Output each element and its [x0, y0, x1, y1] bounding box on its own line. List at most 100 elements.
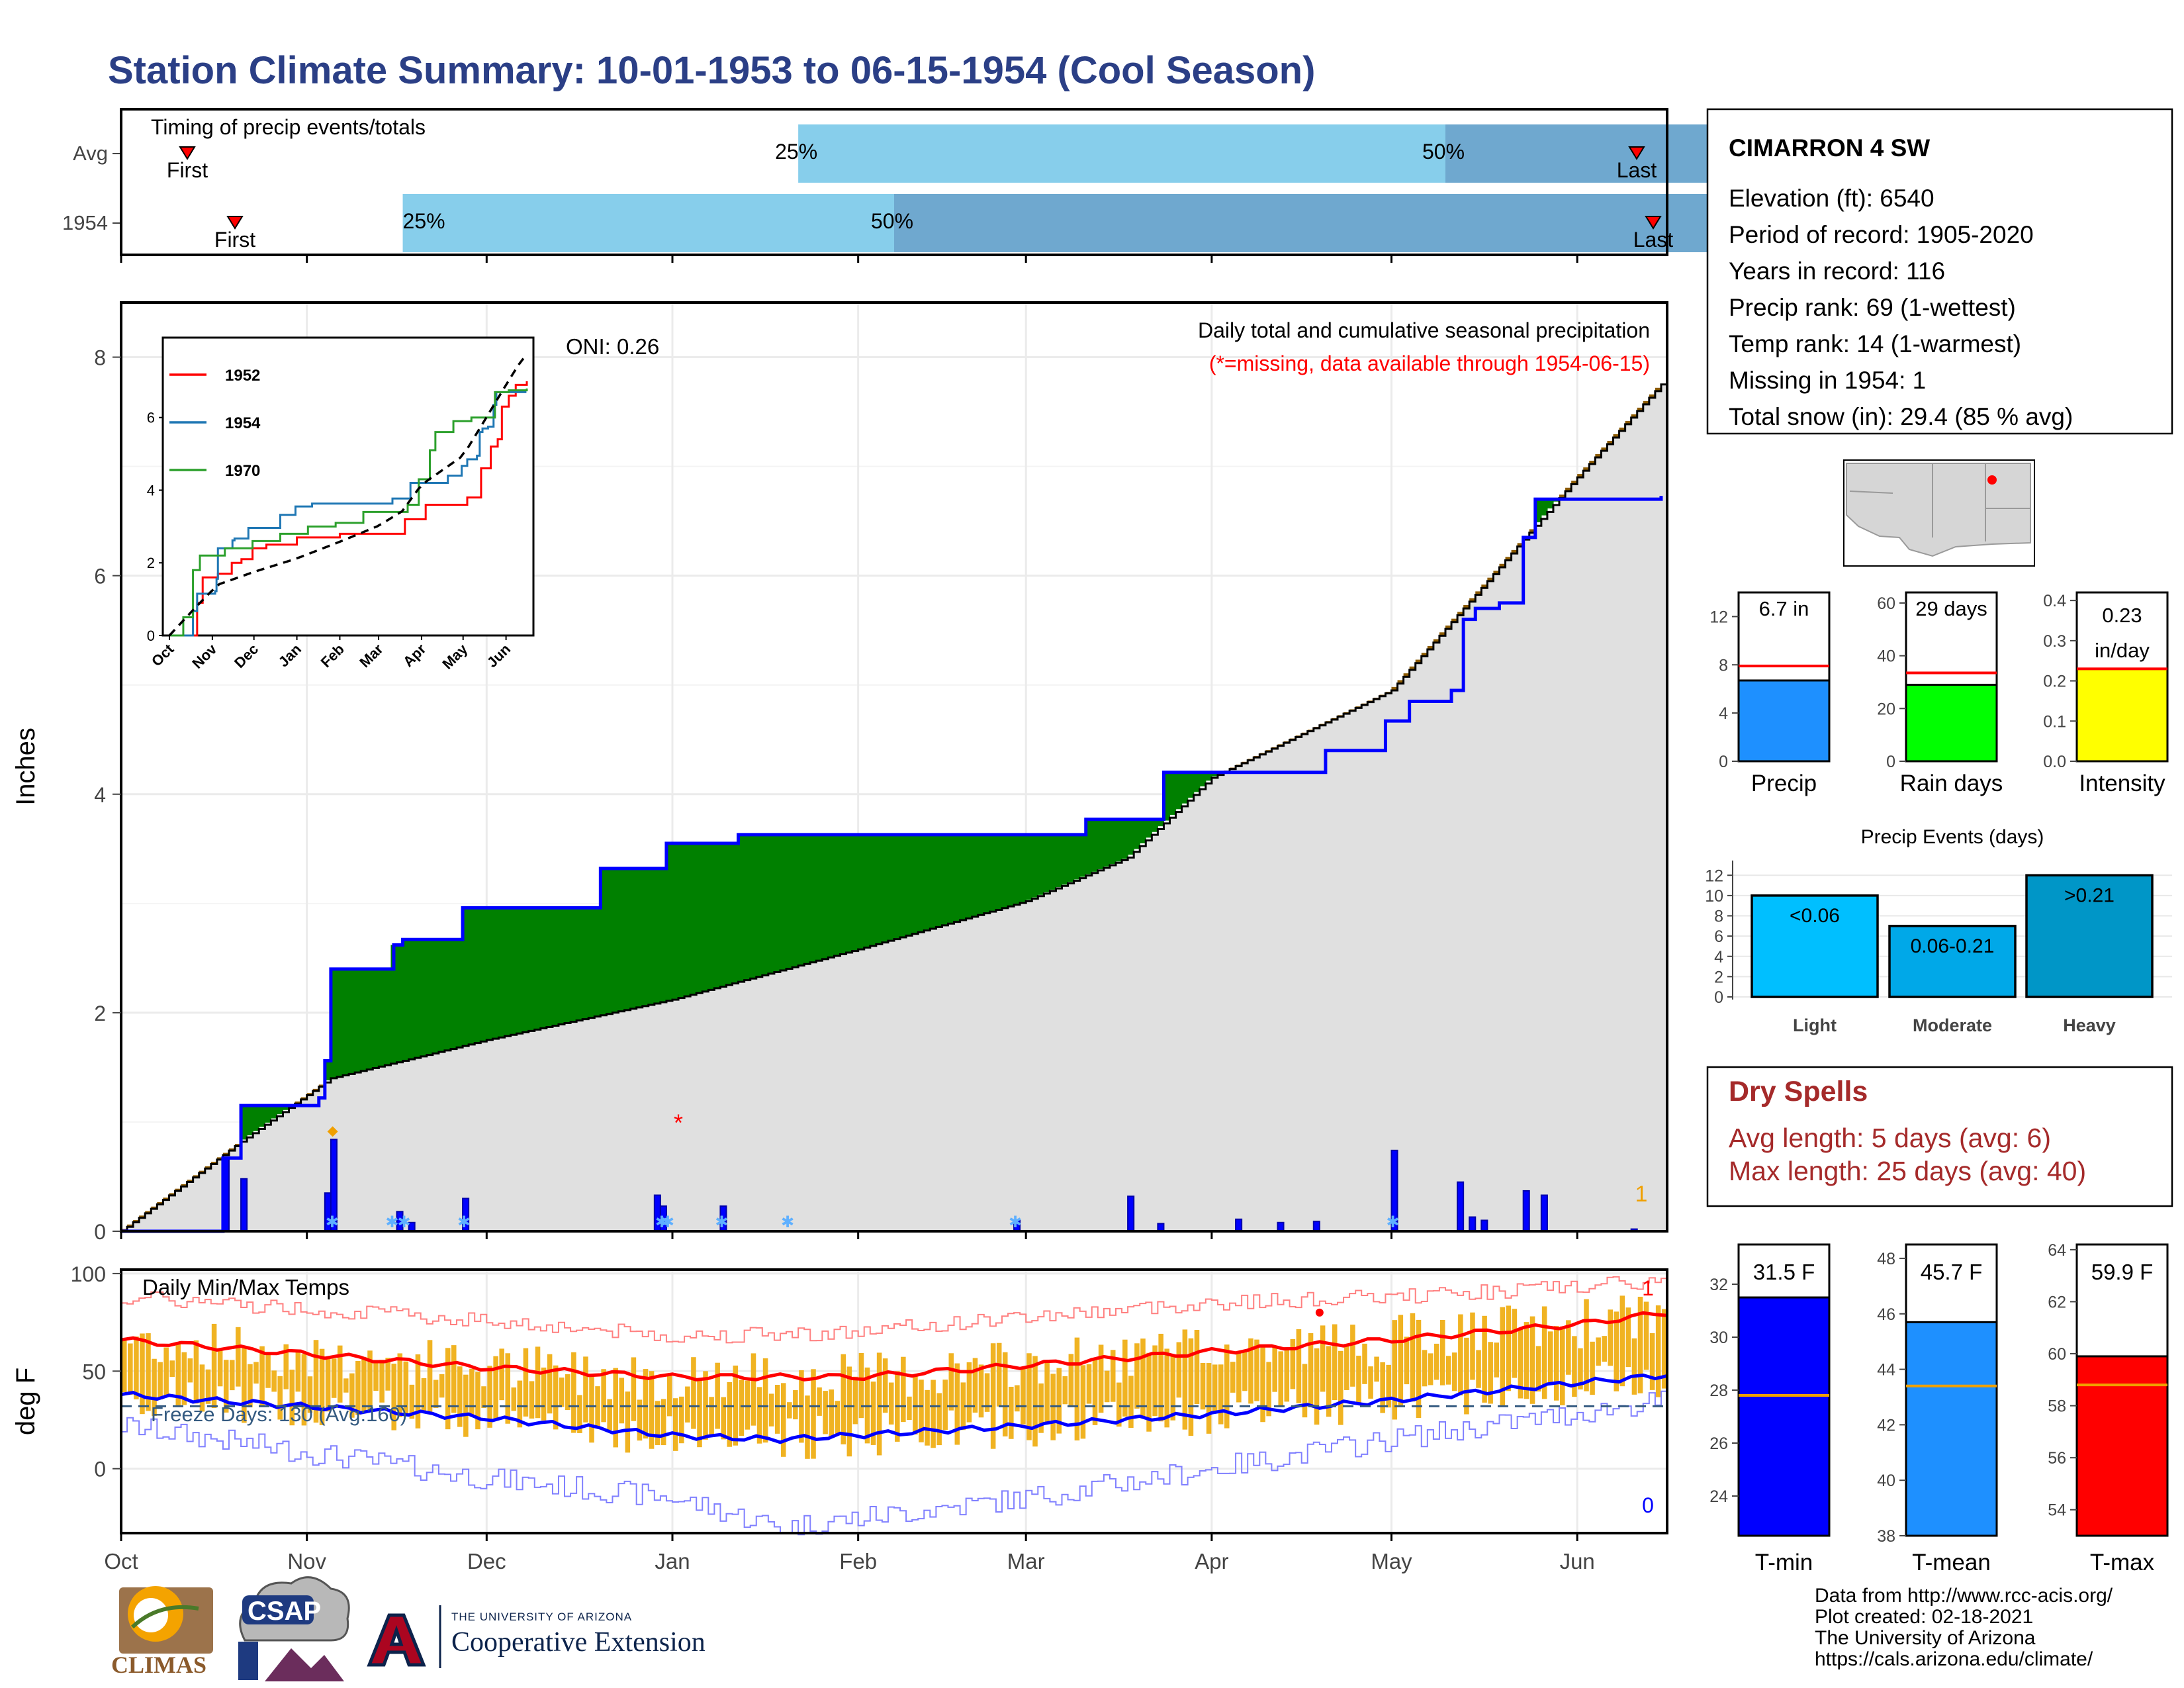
- daily-temp-bar: [984, 1373, 990, 1412]
- precip-events-chart: Precip Events (days) 0 2 4 68 10 12 <0.06 Light 0…: [1705, 826, 2172, 1035]
- inset-legend-label: 1952: [225, 367, 260, 385]
- inset-line-1954: [169, 391, 527, 637]
- above-average-area: [816, 834, 823, 961]
- daily-temp-bar: [823, 1391, 828, 1434]
- inset-y-label: 0: [147, 628, 155, 644]
- events-y-label: 6: [1714, 927, 1723, 946]
- daily-temp-bar: [613, 1368, 619, 1448]
- above-average-area: [367, 968, 373, 1069]
- dry-spells-box: Dry Spells Avg length: 5 days (avg: 6) M…: [1706, 1066, 2173, 1207]
- daily-temp-bar: [625, 1391, 631, 1453]
- above-average-area: [540, 908, 547, 1028]
- daily-temp-bar: [1368, 1366, 1373, 1399]
- above-average-area: [1199, 772, 1206, 786]
- above-average-area: [684, 843, 691, 996]
- daily-temp-bar: [259, 1346, 265, 1407]
- above-average-area: [786, 834, 793, 968]
- above-average-area: [840, 834, 847, 954]
- daily-temp-bar: [1416, 1319, 1422, 1419]
- above-average-area: [618, 868, 625, 1011]
- csap-logo: CSAP: [238, 1576, 350, 1681]
- daily-temp-bar: [535, 1346, 541, 1419]
- above-average-area: [241, 1105, 248, 1140]
- above-average-area: [876, 834, 883, 944]
- first-event-label: First: [167, 158, 208, 182]
- above-average-area: [1187, 772, 1195, 798]
- credit-line: The University of Arizona: [1815, 1627, 2036, 1649]
- events-category-label: Light: [1793, 1015, 1837, 1035]
- daily-temp-bar: [433, 1380, 439, 1408]
- daily-precip-bar: [240, 1178, 248, 1232]
- daily-temp-bar: [1374, 1356, 1379, 1382]
- daily-temp-bar: [415, 1354, 421, 1429]
- daily-temp-bar: [481, 1386, 486, 1408]
- daily-temp-bar: [643, 1369, 649, 1439]
- temp-summary-y-label: 46: [1877, 1305, 1895, 1324]
- daily-temp-bar: [229, 1360, 235, 1391]
- temp-bar-value: 45.7 F: [1921, 1260, 1983, 1284]
- daily-temp-bar: [1015, 1385, 1020, 1412]
- above-average-area: [1026, 834, 1032, 900]
- above-average-area: [983, 834, 991, 913]
- events-bar-label: <0.06: [1790, 905, 1840, 927]
- above-average-area: [408, 939, 416, 1059]
- daily-temp-bar: [559, 1377, 565, 1407]
- temp-summary-y-label: 54: [2048, 1501, 2066, 1520]
- daily-temp-bar: [1116, 1382, 1122, 1427]
- above-average-area: [396, 945, 404, 1062]
- above-average-area: [528, 908, 535, 1031]
- daily-temp-bar: [1410, 1313, 1416, 1402]
- last-event-marker: [1628, 146, 1645, 160]
- daily-temp-bar: [409, 1384, 415, 1419]
- events-y-label: 4: [1714, 948, 1723, 966]
- snow-marker: ✱: [1009, 1213, 1022, 1231]
- daily-temp-bar: [1038, 1383, 1044, 1433]
- daily-temp-bar: [1560, 1326, 1565, 1405]
- above-average-area: [1193, 772, 1201, 792]
- daily-temp-bar: [1176, 1342, 1182, 1398]
- precip-events-title: Precip Events (days): [1861, 826, 2044, 848]
- daily-temp-bar: [1266, 1362, 1271, 1417]
- temp-y-axis-label: deg F: [11, 1368, 40, 1435]
- above-average-area: [1211, 772, 1218, 776]
- above-average-area: [960, 834, 967, 919]
- above-average-area: [930, 834, 936, 928]
- events-category-label: Heavy: [2063, 1015, 2116, 1035]
- daily-temp-bar: [1140, 1338, 1146, 1419]
- daily-temp-bar: [805, 1395, 810, 1459]
- above-average-area: [330, 968, 338, 1078]
- above-average-area: [1014, 834, 1021, 904]
- credit-line: https://cals.arizona.edu/climate/: [1815, 1648, 2093, 1670]
- above-average-area: [457, 939, 463, 1047]
- daily-temp-bar: [1506, 1305, 1512, 1391]
- dry-spells-avg-length: Avg length: 5 days (avg: 6): [1729, 1123, 2051, 1153]
- daily-temp-bar: [876, 1352, 882, 1456]
- summary-bar-fill: [2075, 667, 2169, 763]
- daily-temp-bar: [523, 1348, 529, 1417]
- daily-temp-bar: [739, 1380, 745, 1436]
- daily-temp-bar: [553, 1365, 559, 1430]
- daily-temp-bar: [1009, 1386, 1014, 1439]
- above-average-area: [480, 908, 487, 1041]
- daily-temp-bar: [901, 1356, 906, 1423]
- above-average-area: [450, 939, 457, 1049]
- temp-summary-y-label: 44: [1877, 1361, 1895, 1380]
- daily-temp-bar: [703, 1371, 708, 1440]
- daily-temp-bar: [817, 1387, 822, 1416]
- y-tick-label: 6: [94, 565, 106, 588]
- daily-temp-bar: [248, 1364, 253, 1408]
- timing-label-50: 50%: [1422, 140, 1465, 164]
- above-average-area: [666, 843, 673, 1001]
- summary-bar-label: Rain days: [1900, 771, 2003, 796]
- daily-temp-bar: [134, 1336, 139, 1399]
- daily-temp-bar: [217, 1350, 223, 1387]
- above-average-area: [444, 939, 451, 1050]
- above-average-area: [774, 834, 781, 972]
- daily-temp-bar: [1488, 1342, 1493, 1404]
- daily-temp-bar: [1470, 1312, 1475, 1380]
- daily-precip-bar: [1469, 1216, 1477, 1233]
- above-average-area: [1116, 819, 1122, 862]
- daily-temp-bar: [679, 1396, 684, 1444]
- snow-marker: ✱: [781, 1213, 794, 1231]
- daily-temp-bar: [1422, 1350, 1428, 1387]
